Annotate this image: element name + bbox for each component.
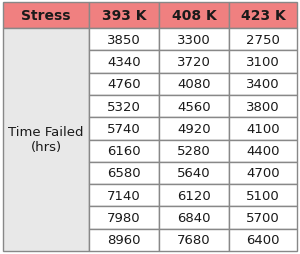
Bar [229, 162, 297, 184]
Text: 6160: 6160 [107, 145, 141, 157]
Text: 4100: 4100 [246, 122, 280, 135]
Bar [159, 118, 229, 140]
Text: 4920: 4920 [177, 122, 211, 135]
Bar [159, 184, 229, 207]
Text: 4560: 4560 [177, 100, 211, 113]
Text: 393 K: 393 K [102, 9, 146, 23]
Bar [229, 184, 297, 207]
Bar [229, 140, 297, 162]
Bar [89, 96, 159, 118]
Text: 6840: 6840 [177, 211, 211, 224]
Text: 4340: 4340 [107, 56, 141, 69]
Bar [89, 184, 159, 207]
Text: 408 K: 408 K [172, 9, 216, 23]
Bar [229, 229, 297, 251]
Text: 423 K: 423 K [241, 9, 285, 23]
Bar [89, 140, 159, 162]
Bar [159, 229, 229, 251]
Text: 3100: 3100 [246, 56, 280, 69]
Text: 3400: 3400 [246, 78, 280, 91]
Bar [159, 3, 229, 29]
Text: 3720: 3720 [177, 56, 211, 69]
Bar [229, 73, 297, 96]
Text: 8960: 8960 [107, 233, 141, 246]
Text: 4400: 4400 [246, 145, 280, 157]
Text: 5100: 5100 [246, 189, 280, 202]
Bar [89, 207, 159, 229]
Bar [3, 3, 89, 29]
Bar [159, 96, 229, 118]
Bar [229, 3, 297, 29]
Bar [89, 162, 159, 184]
Text: 5640: 5640 [177, 167, 211, 180]
Bar [229, 207, 297, 229]
Bar [159, 29, 229, 51]
Text: 3800: 3800 [246, 100, 280, 113]
Text: 2750: 2750 [246, 34, 280, 46]
Text: 7140: 7140 [107, 189, 141, 202]
Bar [159, 51, 229, 73]
Bar [89, 73, 159, 96]
Text: Stress: Stress [21, 9, 71, 23]
Bar [229, 29, 297, 51]
Text: 6400: 6400 [246, 233, 280, 246]
Bar [3, 29, 89, 251]
Bar [89, 229, 159, 251]
Bar [89, 118, 159, 140]
Bar [229, 96, 297, 118]
Bar [159, 140, 229, 162]
Text: 3300: 3300 [177, 34, 211, 46]
Bar [89, 51, 159, 73]
Bar [159, 207, 229, 229]
Text: 4760: 4760 [107, 78, 141, 91]
Bar [89, 3, 159, 29]
Bar [229, 118, 297, 140]
Text: 6120: 6120 [177, 189, 211, 202]
Text: 5700: 5700 [246, 211, 280, 224]
Text: 5740: 5740 [107, 122, 141, 135]
Text: 5280: 5280 [177, 145, 211, 157]
Text: 6580: 6580 [107, 167, 141, 180]
Text: 4080: 4080 [177, 78, 211, 91]
Text: Time Failed
(hrs): Time Failed (hrs) [8, 126, 84, 154]
Bar [159, 73, 229, 96]
Bar [159, 162, 229, 184]
Text: 4700: 4700 [246, 167, 280, 180]
Text: 7680: 7680 [177, 233, 211, 246]
Text: 7980: 7980 [107, 211, 141, 224]
Text: 5320: 5320 [107, 100, 141, 113]
Bar [229, 51, 297, 73]
Text: 3850: 3850 [107, 34, 141, 46]
Bar [89, 29, 159, 51]
